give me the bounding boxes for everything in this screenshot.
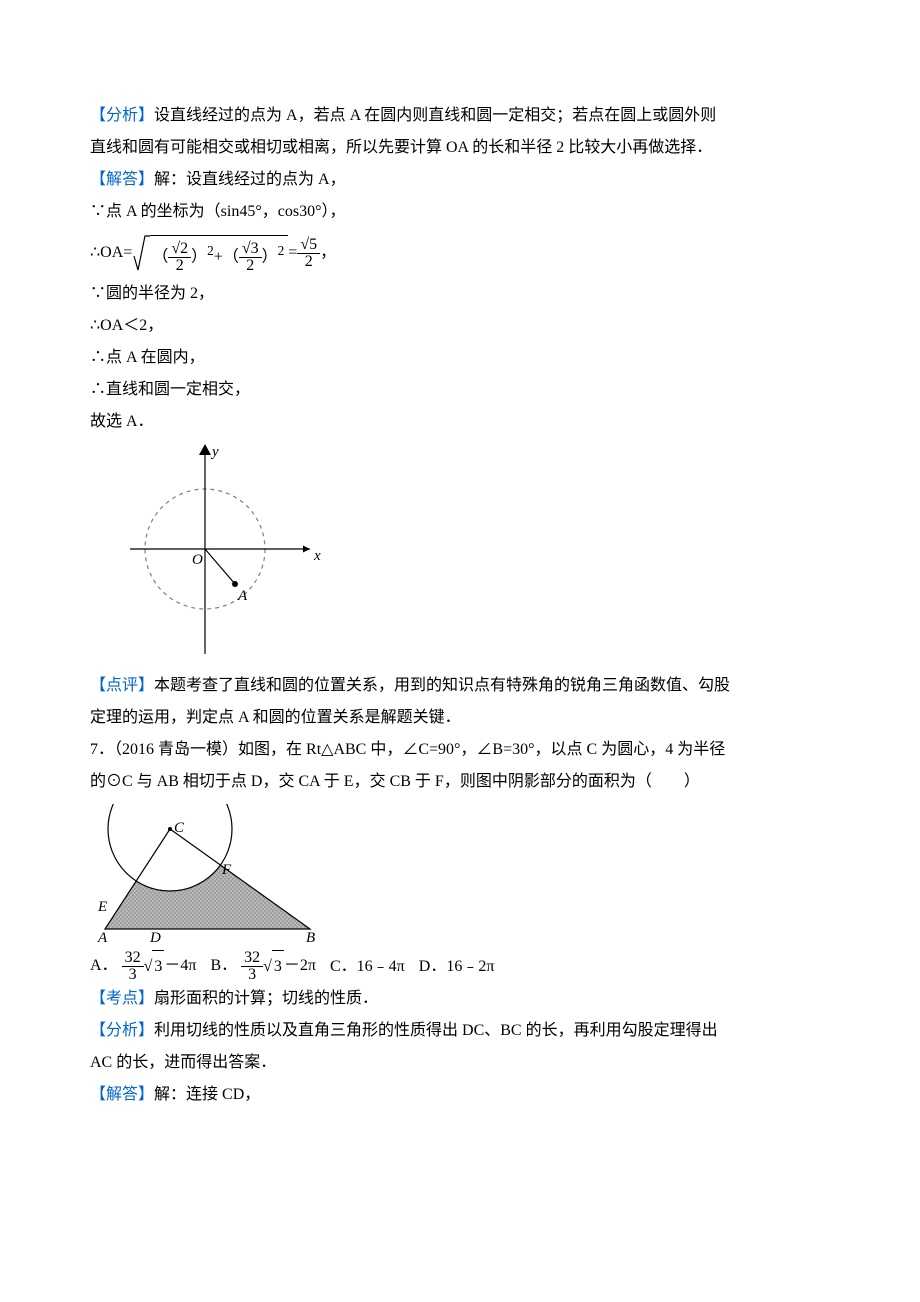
label-A2: A	[97, 930, 108, 944]
label-F2: F	[221, 862, 232, 878]
answer-label: 【解答】	[90, 171, 154, 188]
diagram-triangle-circle: A B C D E F	[90, 804, 830, 944]
answer-t7: 故选 A．	[90, 406, 830, 438]
q7-num: 7．	[90, 741, 114, 758]
answer2-line: 【解答】解：连接 CD，	[90, 1079, 830, 1111]
topic-t1: 扇形面积的计算；切线的性质．	[154, 990, 378, 1007]
analysis-1-t1: 设直线经过的点为 A，若点 A 在圆内则直线和圆一定相交；若点在圆上或圆外则	[154, 107, 716, 124]
comment-label: 【点评】	[90, 677, 154, 694]
label-A: A	[237, 588, 248, 604]
option-D: D．16﹣2π	[419, 951, 495, 983]
label-y: y	[210, 444, 219, 460]
diagram-circle-axes: O x y A	[130, 444, 830, 664]
formula-comma: ，	[320, 244, 336, 261]
answer2-label: 【解答】	[90, 1086, 154, 1103]
formula-OA: ∴OA= （√22）2+（√32）2 =√52，	[90, 232, 830, 274]
option-A: A． 323√3－4π	[90, 950, 196, 983]
comment-1: 【点评】本题考查了直线和圆的位置关系，用到的知识点有特殊角的锐角三角函数值、勾股	[90, 670, 830, 702]
options-row: A． 323√3－4π B． 323√3－2π C．16﹣4π D．16﹣2π	[90, 950, 830, 983]
answer-t2: ∵点 A 的坐标为（sin45°，cos30°），	[90, 196, 830, 228]
radical-icon	[132, 232, 150, 274]
formula-eq: =	[288, 244, 297, 261]
point-C-dot	[168, 827, 172, 831]
label-O: O	[192, 552, 203, 568]
analysis-1: 【分析】设直线经过的点为 A，若点 A 在圆内则直线和圆一定相交；若点在圆上或圆…	[90, 100, 830, 132]
label-x: x	[313, 548, 321, 564]
answer2-t1: 解：连接 CD，	[154, 1086, 260, 1103]
topic-line: 【考点】扇形面积的计算；切线的性质．	[90, 983, 830, 1015]
diagram1-svg: O x y A	[130, 444, 330, 664]
answer-t4: ∴OA＜2，	[90, 310, 830, 342]
q7-src: （2016 青岛一模）如图，在 Rt△ABC 中，∠C=90°，∠B=30°，以…	[114, 741, 725, 758]
q7-line1: 7．（2016 青岛一模）如图，在 Rt△ABC 中，∠C=90°，∠B=30°…	[90, 734, 830, 766]
segment-OA	[205, 549, 235, 584]
q7-line2: 的⊙C 与 AB 相切于点 D，交 CA 于 E，交 CB 于 F，则图中阴影部…	[90, 766, 830, 798]
comment-t1: 本题考查了直线和圆的位置关系，用到的知识点有特殊角的锐角三角函数值、勾股	[154, 677, 730, 694]
analysis2-label: 【分析】	[90, 1022, 154, 1039]
formula-prefix: ∴OA=	[90, 244, 132, 261]
answer-t5: ∴点 A 在圆内，	[90, 342, 830, 374]
analysis-label: 【分析】	[90, 107, 154, 124]
y-arrow-icon	[199, 444, 211, 455]
option-B: B． 323√3－2π	[210, 950, 316, 983]
answer-t3: ∵圆的半径为 2，	[90, 278, 830, 310]
page: 【分析】设直线经过的点为 A，若点 A 在圆内则直线和圆一定相交；若点在圆上或圆…	[0, 0, 920, 1171]
comment-t2: 定理的运用，判定点 A 和圆的位置关系是解题关键．	[90, 702, 830, 734]
frac-result: √52	[297, 237, 320, 270]
topic-label: 【考点】	[90, 990, 154, 1007]
answer-t6: ∴直线和圆一定相交，	[90, 374, 830, 406]
label-D2: D	[149, 930, 161, 944]
radicand: （√22）2+（√32）2	[150, 235, 288, 274]
answer-label-line: 【解答】解：设直线经过的点为 A，	[90, 164, 830, 196]
analysis-2: 【分析】利用切线的性质以及直角三角形的性质得出 DC、BC 的长，再利用勾股定理…	[90, 1015, 830, 1047]
label-C2: C	[174, 820, 185, 836]
analysis2-t1: 利用切线的性质以及直角三角形的性质得出 DC、BC 的长，再利用勾股定理得出	[154, 1022, 718, 1039]
option-C: C．16﹣4π	[330, 951, 405, 983]
diagram2-svg: A B C D E F	[90, 804, 330, 944]
label-B2: B	[306, 930, 315, 944]
sqrt-outer: （√22）2+（√32）2	[132, 232, 288, 274]
answer-t1: 解：设直线经过的点为 A，	[154, 171, 346, 188]
point-A-dot	[232, 581, 238, 587]
label-E2: E	[97, 899, 107, 915]
analysis-1-line2: 直线和圆有可能相交或相切或相离，所以先要计算 OA 的长和半径 2 比较大小再做…	[90, 132, 830, 164]
analysis2-t2: AC 的长，进而得出答案．	[90, 1047, 830, 1079]
frac-a: √22	[168, 241, 191, 274]
frac-b: √32	[239, 241, 262, 274]
